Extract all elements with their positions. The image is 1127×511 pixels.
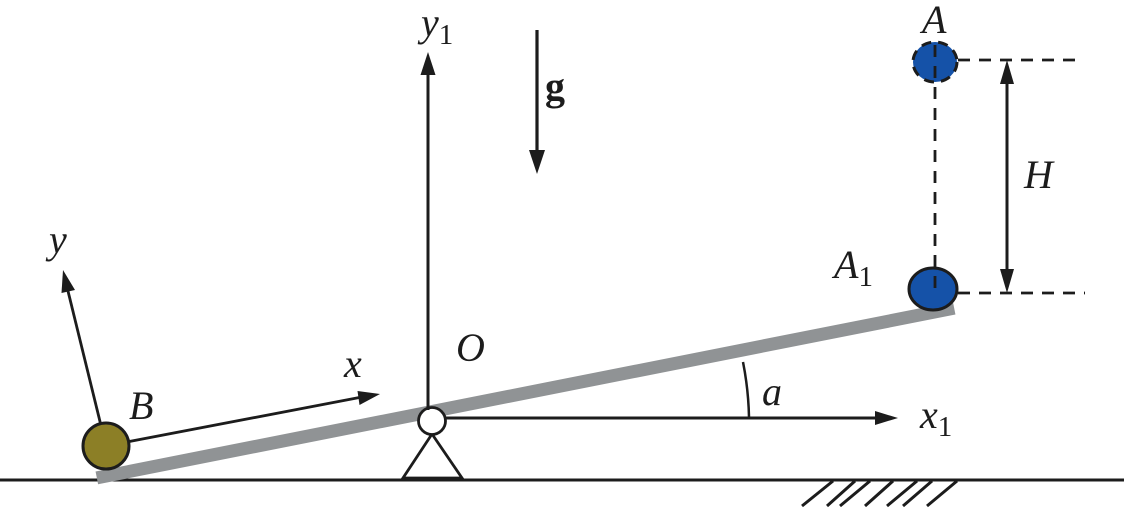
ball-a-initial (911, 40, 959, 84)
x1-axis-arrowhead (875, 411, 898, 425)
ball-a1-final (907, 266, 959, 312)
label-y1-axis: y1 (417, 0, 453, 51)
height-dimension-bottom-arrowhead (1000, 269, 1014, 293)
ball-b (81, 421, 131, 471)
label-ball-a: A (919, 0, 947, 42)
label-gravity: g (545, 64, 565, 109)
rod (95, 301, 956, 485)
body-y-axis-arrowhead (61, 270, 75, 293)
angle-arc (741, 361, 751, 418)
label-angle-a: a (762, 369, 782, 414)
label-body-x-axis: x (343, 341, 362, 386)
gravity-vector-arrowhead (529, 150, 545, 174)
pivot-circle (417, 406, 447, 436)
ground-hatching (801, 479, 958, 508)
pivot-triangle (400, 431, 465, 480)
label-height-h: H (1023, 152, 1055, 197)
label-body-y-axis: y (45, 217, 67, 262)
body-x-axis-line (105, 395, 363, 448)
label-ball-a1: A1 (831, 242, 873, 293)
rod-group (95, 301, 956, 485)
y1-axis-arrowhead (420, 52, 436, 75)
label-x1-axis: x1 (919, 392, 952, 443)
body-x-axis-arrowhead (357, 391, 380, 405)
label-ball-b: B (129, 383, 153, 428)
body-y-axis-line (65, 286, 108, 447)
label-origin-o: O (456, 325, 485, 370)
height-dimension-top-arrowhead (1000, 60, 1014, 84)
